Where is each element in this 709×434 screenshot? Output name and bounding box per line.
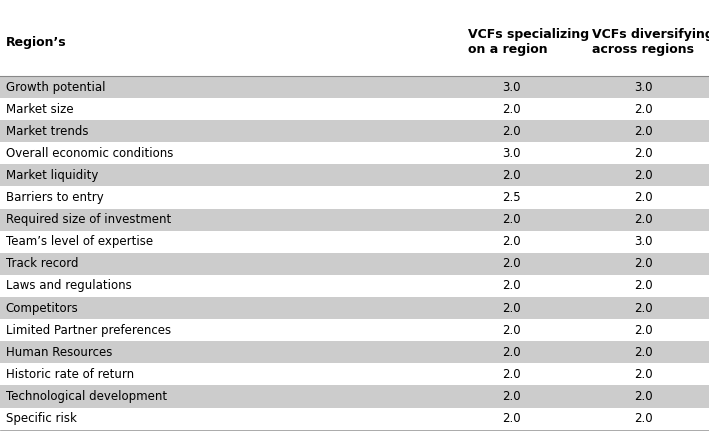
Bar (0, 120, 709, 142)
Bar (0, 76, 709, 98)
Text: 2.0: 2.0 (634, 125, 652, 138)
Text: Market trends: Market trends (6, 125, 88, 138)
Bar (0, 385, 709, 408)
Text: Growth potential: Growth potential (6, 80, 105, 93)
Text: 2.0: 2.0 (634, 102, 652, 115)
Text: 2.0: 2.0 (503, 257, 521, 270)
Text: 2.0: 2.0 (503, 125, 521, 138)
Text: 3.0: 3.0 (634, 235, 652, 248)
Text: 2.0: 2.0 (503, 213, 521, 226)
Text: Competitors: Competitors (6, 302, 79, 315)
Text: 2.0: 2.0 (503, 412, 521, 425)
Text: 2.0: 2.0 (634, 279, 652, 293)
Text: Team’s level of expertise: Team’s level of expertise (6, 235, 153, 248)
Text: 2.0: 2.0 (503, 324, 521, 337)
Text: VCFs specializing
on a region: VCFs specializing on a region (468, 28, 589, 56)
Text: VCFs diversifying
across regions: VCFs diversifying across regions (592, 28, 709, 56)
Text: 2.0: 2.0 (503, 302, 521, 315)
Bar (0, 9, 709, 76)
Bar (0, 297, 709, 319)
Text: 2.0: 2.0 (503, 390, 521, 403)
Text: 3.0: 3.0 (503, 147, 521, 160)
Text: Track record: Track record (6, 257, 78, 270)
Text: 3.0: 3.0 (634, 80, 652, 93)
Text: 2.0: 2.0 (634, 147, 652, 160)
Text: 2.0: 2.0 (634, 213, 652, 226)
Text: 2.0: 2.0 (634, 169, 652, 182)
Text: 2.0: 2.0 (503, 279, 521, 293)
Text: Specific risk: Specific risk (6, 412, 77, 425)
Bar (0, 319, 709, 341)
Text: Required size of investment: Required size of investment (6, 213, 171, 226)
Text: Overall economic conditions: Overall economic conditions (6, 147, 173, 160)
Bar (0, 341, 709, 363)
Bar (0, 142, 709, 164)
Text: 2.0: 2.0 (503, 102, 521, 115)
Bar (0, 408, 709, 430)
Bar (0, 363, 709, 385)
Bar (0, 209, 709, 231)
Text: Region’s: Region’s (6, 36, 67, 49)
Bar (0, 275, 709, 297)
Text: Technological development: Technological development (6, 390, 167, 403)
Text: 2.0: 2.0 (634, 302, 652, 315)
Text: 2.0: 2.0 (503, 368, 521, 381)
Bar (0, 98, 709, 120)
Text: 2.0: 2.0 (634, 346, 652, 359)
Text: Market liquidity: Market liquidity (6, 169, 98, 182)
Text: 3.0: 3.0 (503, 80, 521, 93)
Text: Historic rate of return: Historic rate of return (6, 368, 134, 381)
Text: 2.0: 2.0 (503, 169, 521, 182)
Text: 2.0: 2.0 (634, 390, 652, 403)
Text: 2.0: 2.0 (634, 257, 652, 270)
Text: 2.0: 2.0 (503, 346, 521, 359)
Text: 2.0: 2.0 (634, 191, 652, 204)
Text: Limited Partner preferences: Limited Partner preferences (6, 324, 171, 337)
Bar (0, 187, 709, 209)
Text: Market size: Market size (6, 102, 73, 115)
Bar (0, 164, 709, 187)
Text: 2.5: 2.5 (503, 191, 521, 204)
Text: 2.0: 2.0 (634, 412, 652, 425)
Text: 2.0: 2.0 (634, 368, 652, 381)
Bar (0, 253, 709, 275)
Text: Human Resources: Human Resources (6, 346, 112, 359)
Text: 2.0: 2.0 (634, 324, 652, 337)
Bar (0, 231, 709, 253)
Text: 2.0: 2.0 (503, 235, 521, 248)
Text: Barriers to entry: Barriers to entry (6, 191, 104, 204)
Text: Laws and regulations: Laws and regulations (6, 279, 131, 293)
